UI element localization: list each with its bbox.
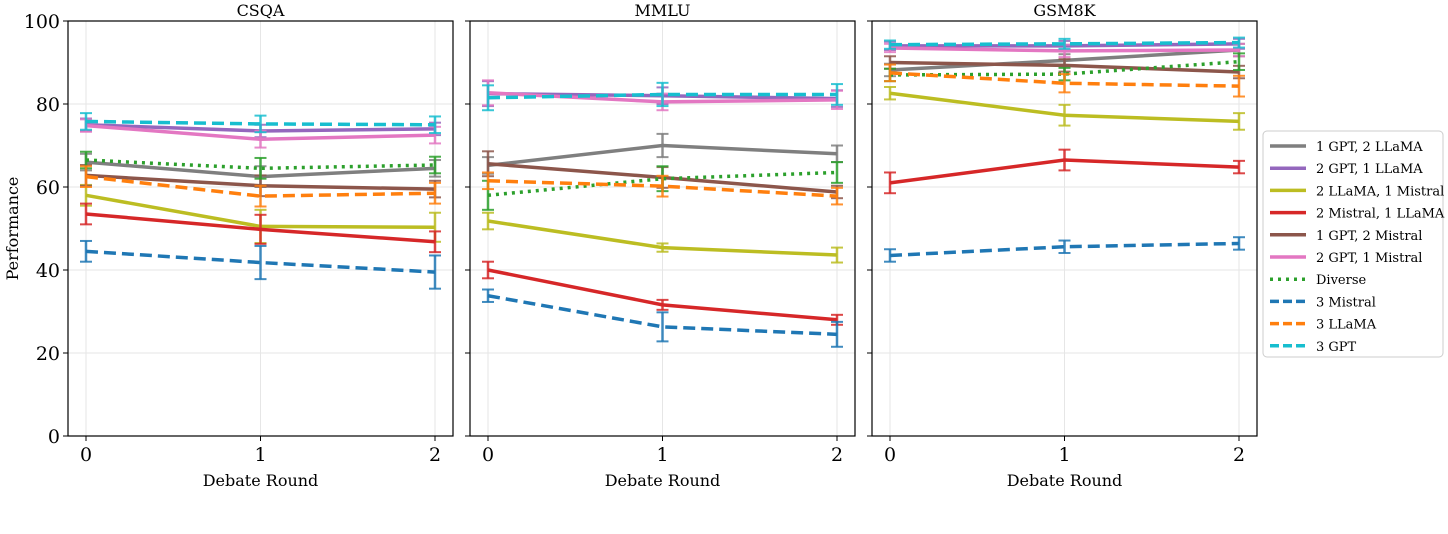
x-tick-label: 2 [1233,444,1245,466]
legend-label: 2 LLaMA, 1 Mistral [1316,184,1444,199]
panel-title: GSM8K [1033,1,1096,20]
y-axis-label: Performance [3,177,22,281]
x-tick-label: 2 [831,444,843,466]
legend-label: 2 GPT, 1 LLaMA [1316,162,1423,177]
x-tick-label: 1 [1058,444,1070,466]
x-axis-label: Debate Round [203,471,319,490]
x-axis-label: Debate Round [1007,471,1123,490]
x-tick-label: 1 [656,444,668,466]
x-tick-label: 0 [80,444,92,466]
x-tick-label: 1 [254,444,266,466]
panel-mmlu: 0 1 2 MMLU Debate Round [465,1,855,490]
legend-label: 3 Mistral [1316,295,1376,310]
y-tick-label: 60 [36,177,60,199]
panel-title: CSQA [237,1,285,20]
legend-label: 3 LLaMA [1316,318,1377,333]
legend-label: 1 GPT, 2 Mistral [1316,229,1422,244]
panel-gsm8k: 0 1 2 GSM8K Debate Round [867,1,1257,490]
x-tick-label: 0 [884,444,896,466]
y-tick-label: 20 [36,343,60,365]
x-tick-label: 0 [482,444,494,466]
legend-label: 2 GPT, 1 Mistral [1316,251,1422,266]
y-tick-label: 0 [48,426,60,448]
x-tick-label: 2 [429,444,441,466]
y-tick-label: 80 [36,94,60,116]
legend-label: Diverse [1316,273,1367,288]
y-tick-label: 100 [24,11,60,33]
y-tick-label: 40 [36,260,60,282]
legend-label: 1 GPT, 2 LLaMA [1316,140,1423,155]
panel-csqa: 0 20 40 60 80 100 0 1 2 CSQA Debate Round [24,1,453,490]
x-axis-label: Debate Round [605,471,721,490]
panel-title: MMLU [635,1,691,20]
legend-label: 2 Mistral, 1 LLaMA [1316,207,1445,222]
legend-label: 3 GPT [1316,340,1357,355]
legend: 1 GPT, 2 LLaMA 2 GPT, 1 LLaMA 2 LLaMA, 1 M… [1263,131,1445,357]
